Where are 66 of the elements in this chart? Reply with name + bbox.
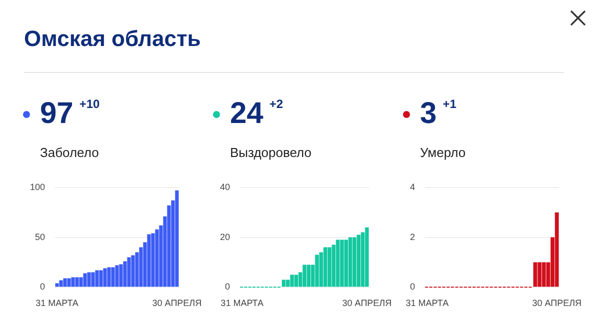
bar (123, 261, 127, 287)
bar (290, 274, 294, 287)
bar (151, 233, 155, 287)
bar (107, 267, 111, 287)
bar (554, 212, 559, 287)
bar (91, 272, 95, 287)
bar (115, 265, 119, 287)
text: +10 (79, 97, 100, 111)
bar (348, 237, 352, 287)
bar (315, 254, 319, 287)
bar (328, 247, 332, 287)
x-tick-label: 30 АПРЕЛЯ (532, 298, 582, 308)
bar (79, 277, 83, 287)
bar (147, 234, 151, 287)
x-tick-label: 31 МАРТА (36, 298, 78, 308)
chart-title: Выздоровело (230, 145, 312, 160)
bar (131, 255, 135, 287)
bar (175, 190, 179, 287)
y-tick-label: 40 (220, 182, 230, 192)
x-tick-label: 31 МАРТА (406, 298, 449, 308)
y-tick-label: 0 (224, 282, 230, 292)
text: 3 (420, 96, 437, 132)
y-tick-label: 4 (410, 182, 416, 192)
bar (127, 257, 131, 287)
text: 97 (40, 96, 74, 132)
bar (365, 227, 369, 287)
x-tick-label: 31 МАРТА (220, 298, 264, 308)
y-tick-label: 50 (35, 232, 46, 242)
bar (55, 283, 59, 287)
text: Омская область (24, 26, 202, 52)
bar (323, 247, 328, 287)
chart-title: Заболело (40, 145, 100, 160)
y-tick-label: 0 (410, 282, 416, 292)
bar (344, 240, 348, 287)
text: 24 (230, 96, 264, 132)
bar (103, 268, 107, 287)
bar (306, 264, 311, 287)
bar (99, 270, 103, 287)
y-tick-label: 2 (410, 232, 416, 242)
bar (63, 278, 67, 287)
text: +2 (269, 97, 284, 111)
bar (352, 237, 356, 287)
x-tick-label: 30 АПРЕЛЯ (342, 298, 392, 308)
bar (83, 273, 87, 287)
bar (294, 274, 298, 287)
chart-title: Умерло (420, 145, 467, 160)
text: +1 (442, 97, 456, 111)
bar (336, 240, 340, 287)
bar (356, 234, 360, 287)
bar (302, 264, 306, 287)
bar (87, 272, 91, 287)
bar (155, 229, 159, 287)
x-tick-label: 30 АПРЕЛЯ (152, 298, 202, 308)
bar (75, 277, 79, 287)
bar (119, 264, 123, 287)
bar (71, 277, 75, 287)
bar (95, 270, 99, 287)
bar (340, 240, 344, 287)
bar (542, 262, 546, 287)
bar (111, 267, 115, 287)
y-tick-label: 20 (220, 232, 230, 242)
bar (282, 280, 286, 287)
bar (59, 280, 63, 287)
y-tick-label: 100 (30, 182, 46, 192)
bar (67, 278, 71, 287)
y-tick-label: 0 (40, 282, 46, 292)
